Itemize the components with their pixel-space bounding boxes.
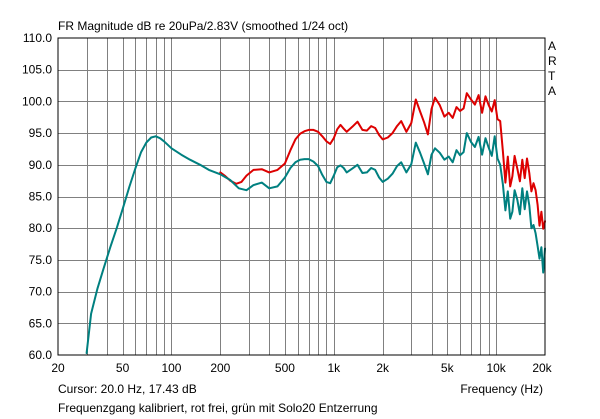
y-tick-label: 90.0 bbox=[29, 158, 53, 172]
y-tick-label: 110.0 bbox=[23, 31, 52, 45]
series-line-red bbox=[219, 92, 546, 230]
chart-caption: Frequenzgang kalibriert, rot frei, grün … bbox=[58, 401, 378, 415]
watermark-letter: T bbox=[548, 69, 556, 83]
x-tick-label: 20k bbox=[532, 361, 552, 375]
x-axis-tick-labels: 20 50 100 200 500 1k 2k 5k 10k 20k bbox=[51, 361, 552, 375]
watermark-letter: R bbox=[548, 54, 557, 68]
y-tick-label: 75.0 bbox=[29, 253, 53, 267]
y-tick-label: 60.0 bbox=[29, 348, 53, 362]
x-tick-label: 5k bbox=[441, 361, 455, 375]
y-tick-label: 100.0 bbox=[22, 94, 52, 108]
y-tick-label: 105.0 bbox=[22, 63, 52, 77]
watermark-letter: A bbox=[548, 39, 556, 53]
series-layer bbox=[85, 92, 546, 355]
x-tick-label: 10k bbox=[486, 361, 506, 375]
x-tick-label: 20 bbox=[51, 361, 65, 375]
watermark-letter: A bbox=[548, 84, 556, 98]
x-axis-label: Frequency (Hz) bbox=[460, 382, 543, 396]
chart-title: FR Magnitude dB re 20uPa/2.83V (smoothed… bbox=[58, 19, 348, 33]
series-line-green bbox=[85, 132, 546, 355]
x-tick-label: 200 bbox=[210, 361, 230, 375]
plot-frame bbox=[57, 37, 546, 356]
x-tick-label: 2k bbox=[376, 361, 390, 375]
y-axis-tick-labels: 110.0 105.0 100.0 95.0 90.0 85.0 80.0 75.0 70.0 6… bbox=[22, 31, 52, 362]
x-tick-label: 50 bbox=[116, 361, 130, 375]
y-tick-label: 70.0 bbox=[29, 285, 53, 299]
cursor-readout: Cursor: 20.0 Hz, 17.43 dB bbox=[58, 382, 197, 396]
y-tick-label: 85.0 bbox=[29, 190, 53, 204]
y-tick-label: 80.0 bbox=[29, 221, 53, 235]
y-tick-label: 95.0 bbox=[29, 126, 53, 140]
x-tick-label: 500 bbox=[275, 361, 295, 375]
x-tick-label: 100 bbox=[161, 361, 181, 375]
grid bbox=[58, 38, 545, 355]
y-tick-label: 65.0 bbox=[29, 316, 53, 330]
x-tick-label: 1k bbox=[327, 361, 341, 375]
